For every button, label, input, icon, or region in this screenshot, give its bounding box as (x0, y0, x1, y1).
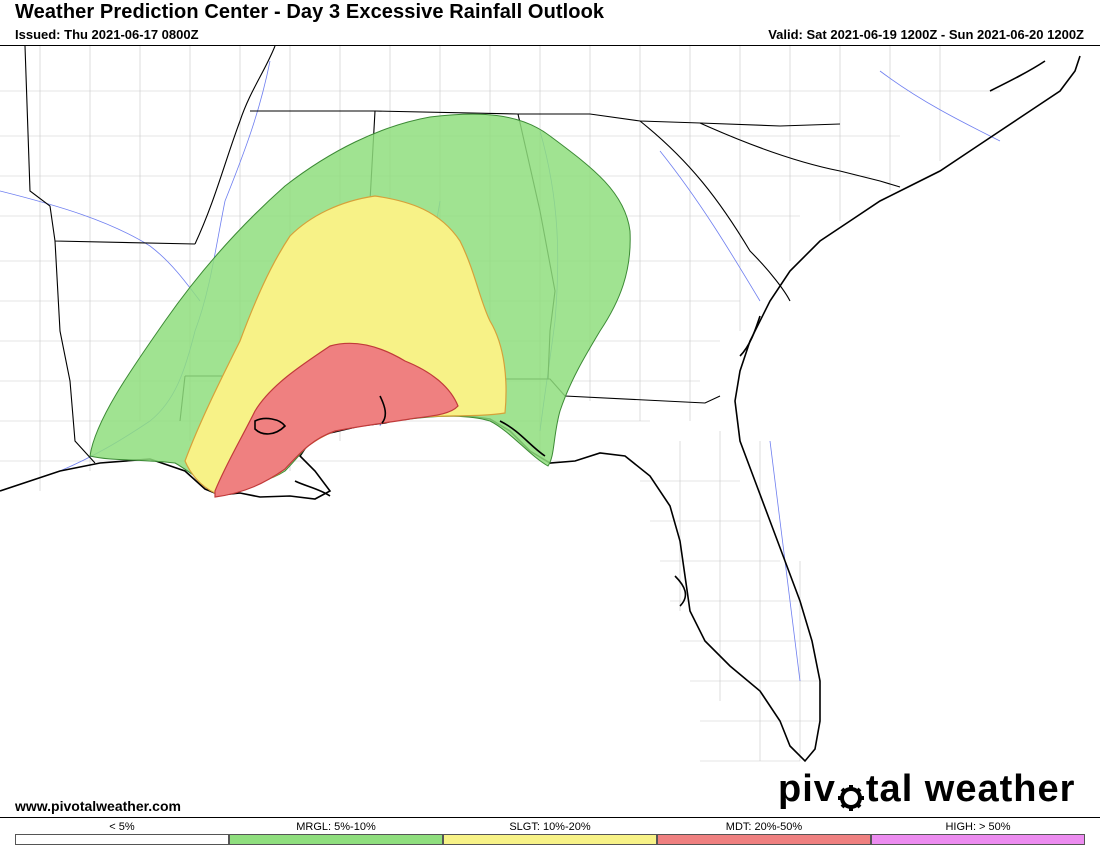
coastline (0, 55, 1081, 763)
legend-swatch (15, 834, 229, 845)
mdt-area (214, 342, 459, 498)
legend-item-mrgl: MRGL: 5%-10% (229, 820, 443, 848)
valid-period: Valid: Sat 2021-06-19 1200Z - Sun 2021-0… (768, 27, 1084, 42)
outlook-map (0, 45, 1100, 818)
website-url: www.pivotalweather.com (15, 798, 181, 814)
legend-label: MDT: 20%-50% (725, 821, 803, 833)
legend-label: HIGH: > 50% (945, 821, 1011, 833)
coast-detail (254, 60, 1046, 607)
gear-icon (837, 779, 865, 811)
legend-swatch (657, 834, 871, 845)
page-title: Weather Prediction Center - Day 3 Excess… (15, 1, 605, 23)
legend-label: < 5% (109, 821, 135, 833)
legend-label: SLGT: 10%-20% (509, 821, 591, 833)
legend-label: MRGL: 5%-10% (296, 821, 376, 833)
legend-item-high: HIGH: > 50% (871, 820, 1085, 848)
brand-text-left: piv (778, 768, 836, 810)
legend-swatch (229, 834, 443, 845)
legend-item-slgt: SLGT: 10%-20% (443, 820, 657, 848)
legend-swatch (871, 834, 1085, 845)
pivotal-weather-logo: piv tal weather (778, 768, 1075, 811)
legend: < 5% MRGL: 5%-10% SLGT: 10%-20% MDT: 20%… (15, 820, 1085, 848)
brand-text-right: tal weather (865, 768, 1076, 810)
legend-swatch (443, 834, 657, 845)
legend-item-none: < 5% (15, 820, 229, 848)
issued-time: Issued: Thu 2021-06-17 0800Z (15, 27, 199, 42)
legend-item-mdt: MDT: 20%-50% (657, 820, 871, 848)
